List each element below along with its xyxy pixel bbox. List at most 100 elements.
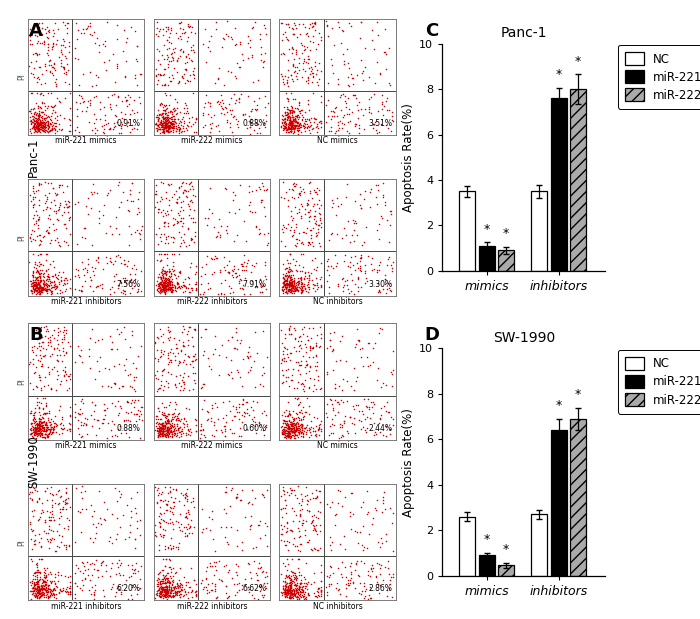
Point — [174, 522, 185, 532]
Point — [276, 378, 288, 388]
Point — [281, 280, 293, 290]
Point — [304, 425, 316, 435]
Point — [206, 254, 217, 264]
Point — [286, 579, 297, 589]
Point — [25, 39, 36, 49]
Point — [164, 335, 175, 345]
Point — [338, 56, 349, 66]
Point — [34, 513, 46, 522]
Point — [299, 381, 310, 391]
Point — [37, 589, 48, 599]
Point — [375, 211, 386, 221]
Point — [30, 280, 41, 290]
Point — [204, 204, 215, 214]
Point — [295, 570, 307, 580]
Point — [164, 578, 175, 588]
Point — [55, 423, 66, 433]
Point — [295, 415, 306, 425]
Point — [167, 279, 178, 289]
Point — [36, 249, 47, 259]
Point — [32, 425, 43, 435]
Point — [309, 523, 320, 533]
Point — [380, 405, 391, 415]
Point — [220, 184, 232, 194]
Point — [40, 115, 51, 125]
Point — [34, 280, 45, 290]
Point — [163, 584, 174, 594]
Point — [161, 581, 172, 591]
Point — [28, 425, 39, 435]
Point — [41, 422, 52, 431]
Point — [250, 113, 261, 123]
Point — [338, 374, 349, 384]
Point — [186, 563, 197, 573]
Point — [155, 119, 166, 129]
Point — [161, 280, 172, 290]
Point — [27, 355, 38, 365]
Point — [38, 90, 49, 100]
Point — [90, 128, 101, 138]
Point — [314, 208, 325, 218]
Point — [307, 123, 318, 133]
Point — [239, 273, 251, 283]
Point — [293, 104, 304, 114]
Point — [108, 123, 120, 132]
Point — [373, 260, 384, 270]
Point — [69, 199, 80, 209]
Point — [75, 28, 86, 38]
Point — [32, 122, 43, 132]
Point — [295, 277, 307, 287]
Point — [284, 423, 295, 433]
Point — [246, 260, 258, 270]
Point — [231, 579, 242, 589]
Point — [60, 495, 71, 504]
Point — [29, 580, 41, 590]
Point — [105, 563, 116, 573]
Point — [285, 577, 296, 587]
Point — [187, 356, 198, 366]
Point — [169, 379, 181, 389]
Point — [182, 224, 193, 234]
Point — [162, 284, 173, 294]
Point — [262, 228, 273, 238]
Point — [46, 102, 57, 112]
Point — [25, 232, 36, 242]
Point — [284, 115, 295, 125]
Point — [298, 123, 309, 133]
Point — [280, 586, 291, 596]
Point — [123, 573, 134, 582]
Point — [64, 418, 75, 428]
Point — [153, 105, 164, 115]
Point — [286, 587, 297, 597]
Point — [121, 121, 132, 131]
Point — [298, 121, 309, 131]
Point — [168, 501, 179, 511]
Point — [281, 591, 292, 601]
Point — [366, 560, 377, 570]
Point — [298, 249, 309, 259]
Point — [34, 287, 46, 297]
Point — [286, 585, 297, 595]
Point — [286, 215, 297, 225]
Point — [261, 578, 272, 587]
Point — [59, 273, 70, 283]
Point — [217, 576, 228, 586]
Point — [277, 282, 288, 292]
Point — [46, 124, 57, 134]
Point — [341, 275, 352, 285]
Point — [35, 429, 46, 439]
Point — [313, 282, 324, 292]
Point — [57, 187, 69, 197]
Point — [97, 557, 108, 567]
Point — [130, 227, 141, 237]
Point — [80, 106, 92, 116]
Point — [315, 200, 326, 210]
Point — [29, 586, 40, 595]
Point — [301, 42, 312, 52]
Point — [90, 255, 101, 265]
Point — [340, 563, 351, 573]
Point — [384, 574, 395, 584]
Point — [76, 488, 87, 498]
Point — [178, 46, 189, 56]
Point — [171, 431, 182, 441]
